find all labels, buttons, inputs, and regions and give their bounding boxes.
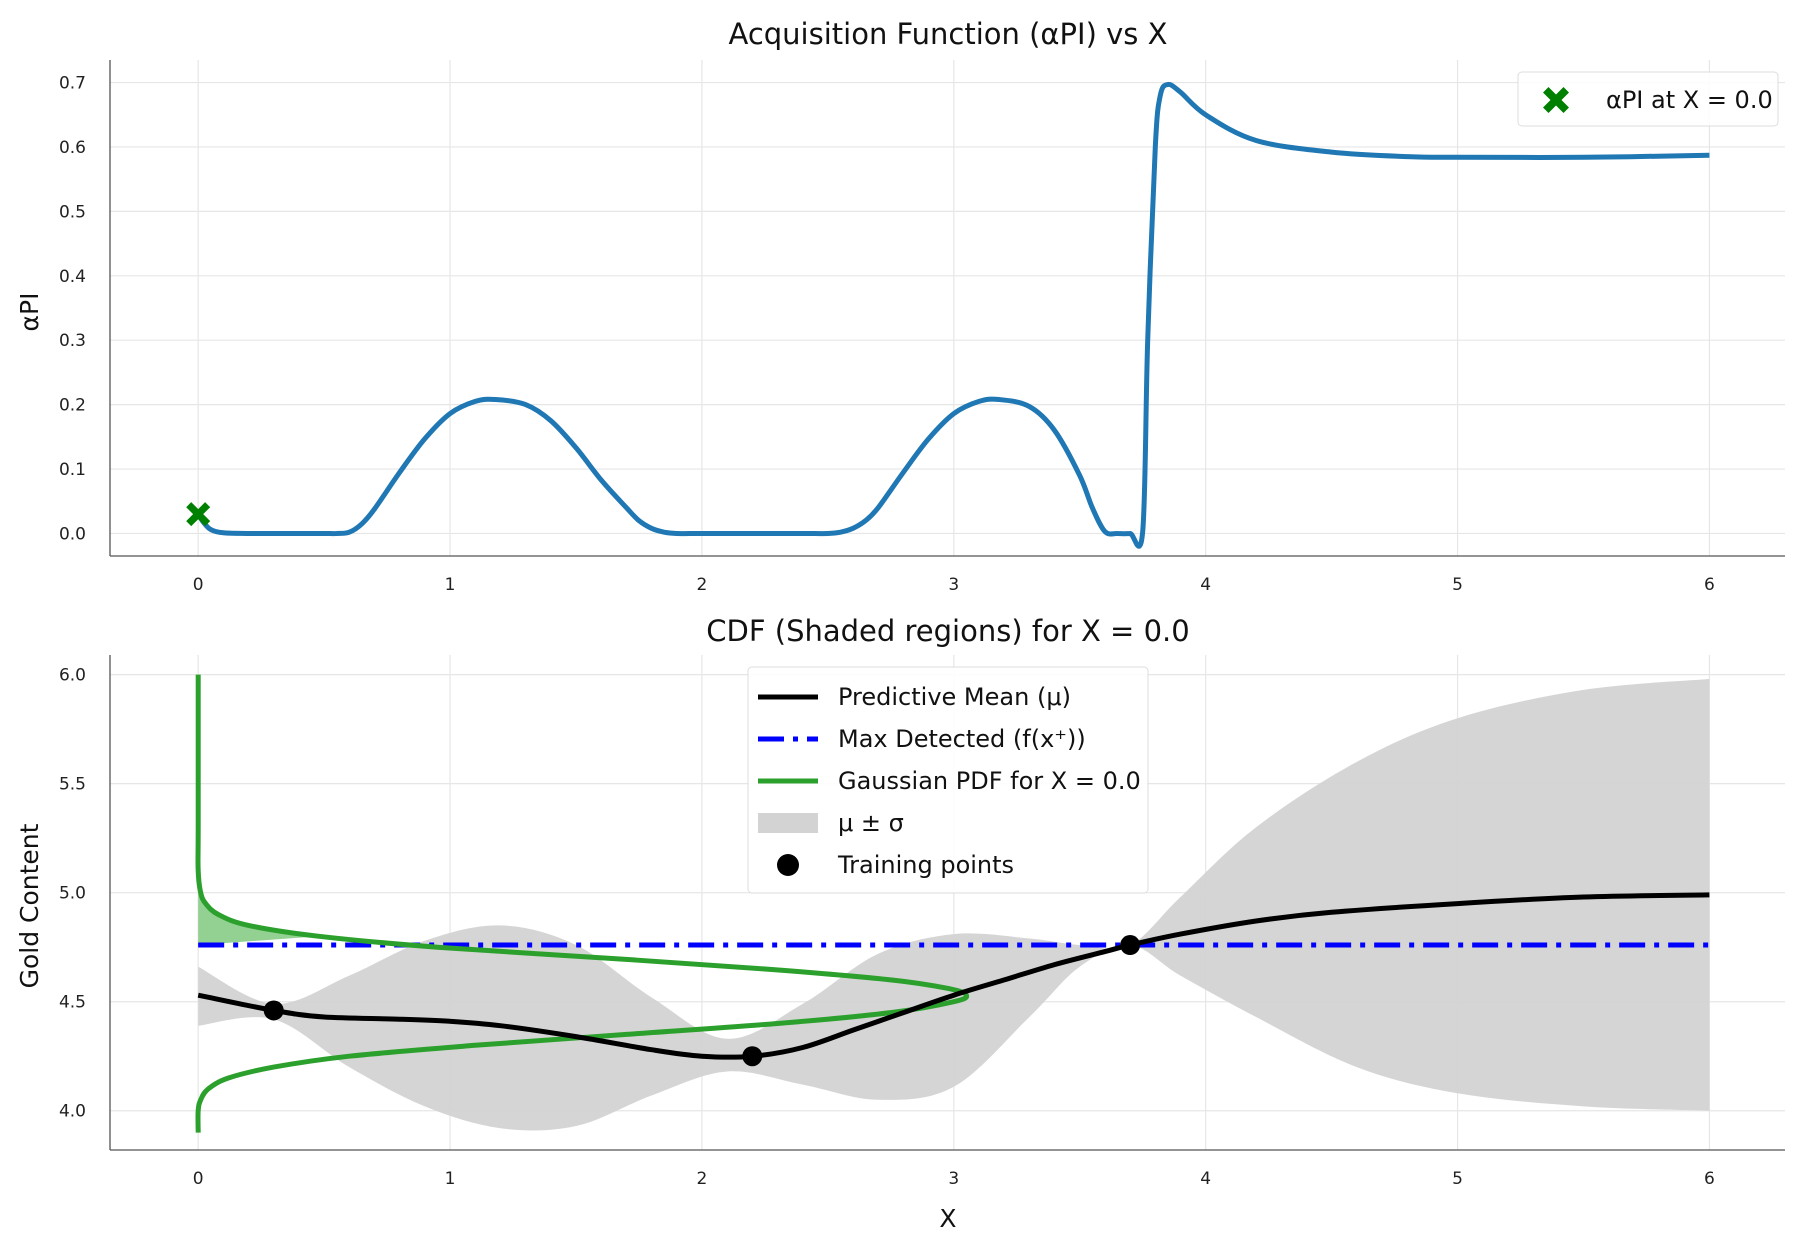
cdf-ytick-label: 4.0 [59, 1102, 86, 1122]
acq-xtick-label: 2 [697, 575, 708, 595]
cdf-legend [747, 666, 1149, 894]
cdf-ytick-label: 5.0 [59, 884, 86, 904]
cdf-legend-label: Predictive Mean (μ) [838, 683, 1071, 711]
uncertainty-band [198, 679, 1710, 1131]
acq-xtick-label: 0 [193, 575, 204, 595]
acq-ytick-label: 0.6 [59, 138, 86, 158]
cdf-ylabel: Gold Content [15, 823, 44, 988]
cdf-axes: 0 1 2 3 4 5 6 4.0 4.5 5.0 5.5 6.0 CDF (Shaded regio… [15, 614, 1785, 1233]
legend-handle-band [758, 813, 818, 833]
cdf-legend-label: Max Detected (f(x⁺)) [838, 725, 1086, 753]
cdf-xtick-label: 2 [697, 1169, 708, 1189]
acquisition-ylabel: αPI [15, 293, 44, 332]
acq-ytick-label: 0.1 [59, 460, 86, 480]
training-point [1120, 935, 1141, 956]
acq-ytick-label: 0.7 [59, 74, 86, 94]
acquisition-marker-x [186, 502, 211, 527]
cdf-title: CDF (Shaded regions) for X = 0.0 [706, 614, 1189, 648]
cdf-xtick-label: 1 [445, 1169, 456, 1189]
acq-ytick-label: 0.4 [59, 267, 86, 287]
cdf-xtick-label: 3 [948, 1169, 959, 1189]
acquisition-axes: 0 1 2 3 4 5 6 0.0 0.1 0.2 0.3 0.4 0.5 0.6 0.7 Acquisit… [15, 17, 1785, 595]
cdf-legend-label: μ ± σ [838, 809, 904, 837]
acq-ytick-label: 0.3 [59, 331, 86, 351]
acq-ytick-label: 0.5 [59, 202, 86, 222]
cdf-ytick-label: 6.0 [59, 666, 86, 686]
training-point [742, 1046, 763, 1067]
acq-xtick-label: 1 [445, 575, 456, 595]
cdf-xlabel: X [939, 1204, 956, 1233]
cdf-legend-label: Gaussian PDF for X = 0.0 [838, 767, 1141, 795]
cdf-ytick-label: 5.5 [59, 775, 86, 795]
acq-xtick-label: 4 [1200, 575, 1211, 595]
cdf-xtick-label: 4 [1200, 1169, 1211, 1189]
acquisition-legend [1517, 71, 1779, 127]
cdf-xtick-label: 0 [193, 1169, 204, 1189]
acquisition-title: Acquisition Function (αPI) vs X [729, 17, 1168, 51]
cdf-xtick-label: 6 [1704, 1169, 1715, 1189]
training-point [263, 1000, 284, 1021]
acquisition-curve [196, 81, 1710, 549]
acq-ytick-label: 0.0 [59, 524, 86, 544]
predictive-mean-curve [197, 892, 1710, 1060]
acq-xtick-label: 6 [1704, 575, 1715, 595]
cdf-shaded-region [198, 892, 320, 945]
legend-marker-x [1543, 87, 1569, 113]
cdf-xtick-label: 5 [1452, 1169, 1463, 1189]
cdf-ytick-label: 4.5 [59, 993, 86, 1013]
legend-handle-training [777, 854, 799, 876]
acq-ytick-label: 0.2 [59, 396, 86, 416]
acq-xtick-label: 3 [948, 575, 959, 595]
acq-xtick-label: 5 [1452, 575, 1463, 595]
cdf-legend-label: Training points [837, 851, 1014, 879]
gaussian-pdf-curve [195, 674, 970, 1133]
acquisition-legend-label: αPI at X = 0.0 [1606, 86, 1773, 114]
